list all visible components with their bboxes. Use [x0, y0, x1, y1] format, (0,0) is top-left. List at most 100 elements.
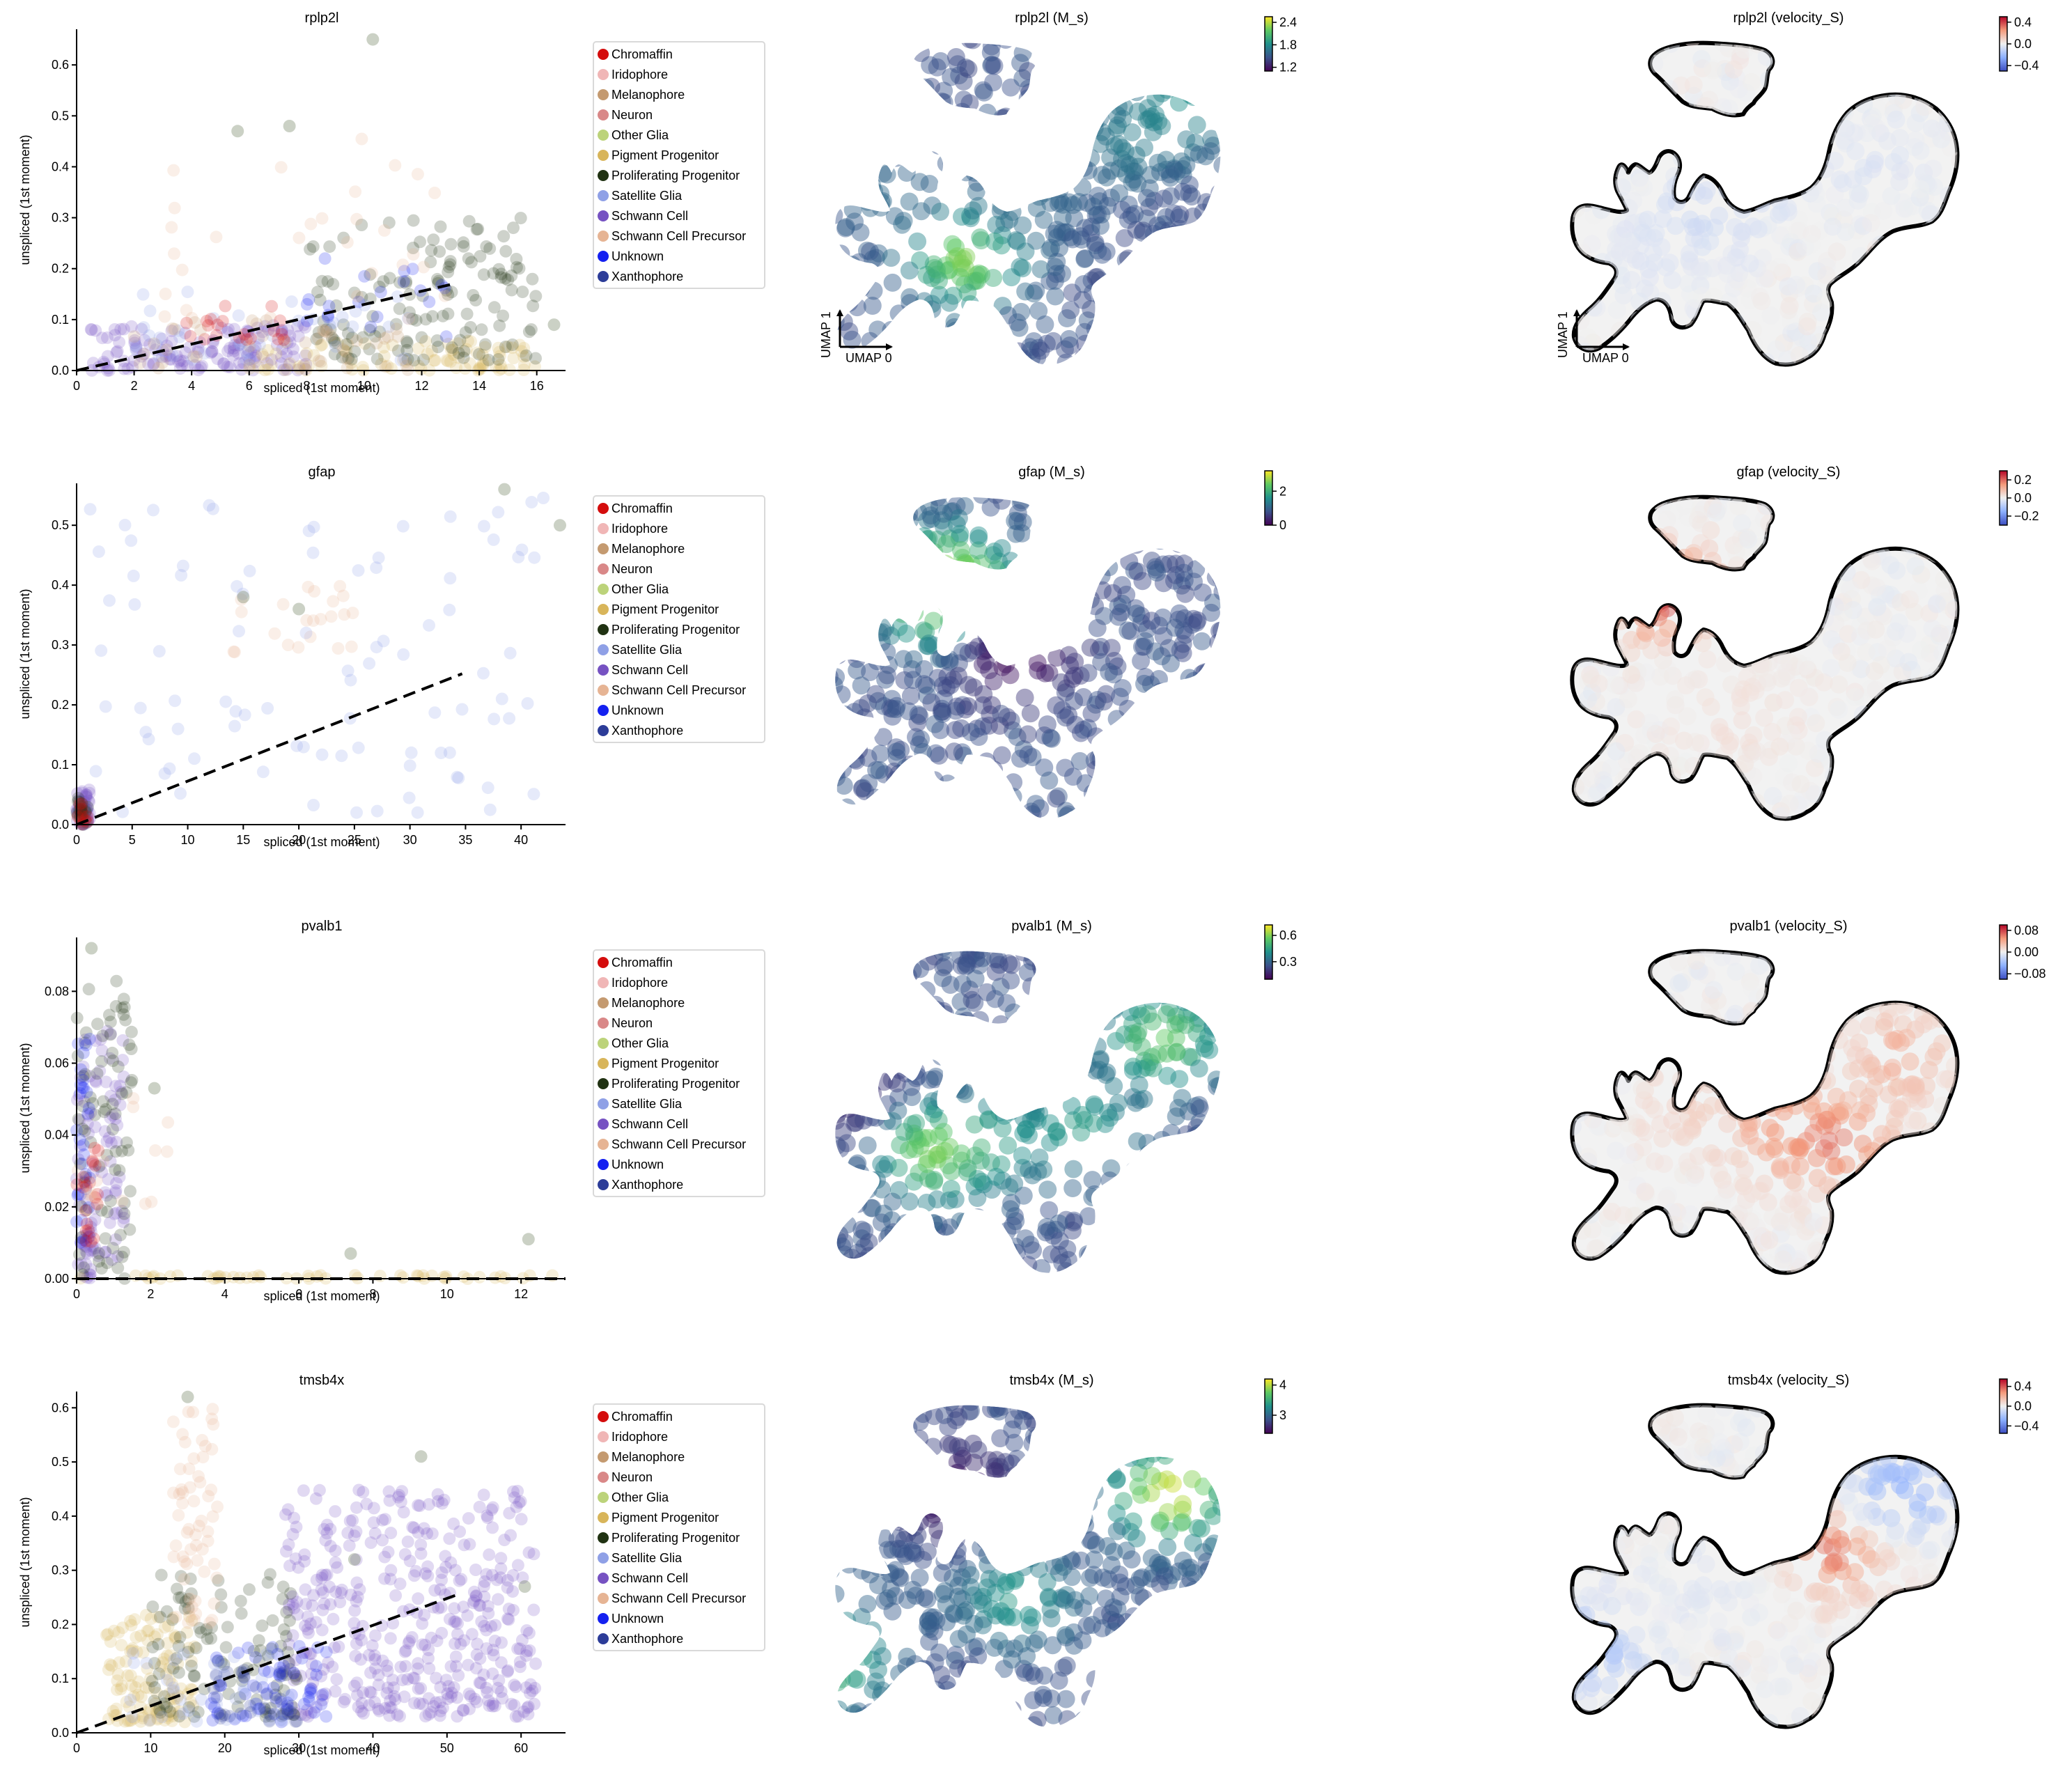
cell-point — [1759, 216, 1777, 235]
cell-point — [1035, 556, 1054, 575]
data-point — [75, 1236, 88, 1249]
cell-point — [954, 249, 972, 268]
data-point — [93, 1064, 107, 1077]
colorbar-tick-label: 0 — [1279, 518, 1286, 532]
cell-point — [1035, 614, 1054, 632]
data-point — [432, 274, 445, 288]
data-point — [397, 275, 410, 288]
cell-point — [873, 45, 891, 64]
cell-point — [976, 319, 995, 338]
y-tick-label: 0.4 — [52, 1509, 69, 1523]
data-point — [399, 355, 412, 368]
data-point — [220, 1713, 233, 1727]
data-point — [442, 1692, 454, 1705]
cell-point — [959, 806, 978, 819]
cell-point — [1630, 169, 1649, 187]
data-point — [260, 314, 273, 327]
cell-point — [1015, 103, 1034, 122]
data-point — [82, 983, 95, 996]
data-point — [283, 1598, 296, 1611]
cell-point — [851, 223, 870, 242]
cell-point — [1785, 497, 1804, 501]
cell-point — [1741, 745, 1760, 763]
data-point — [281, 336, 294, 350]
data-point — [300, 347, 313, 360]
cell-point — [1138, 99, 1157, 118]
cell-point — [1778, 75, 1797, 93]
data-point — [384, 1527, 398, 1540]
data-point — [106, 1098, 119, 1111]
data-point — [318, 1522, 331, 1536]
legend-marker — [598, 1098, 609, 1109]
cell-point — [1125, 42, 1144, 59]
cell-point — [1194, 282, 1213, 301]
legend-label: Pigment Progenitor — [611, 602, 719, 616]
data-point — [117, 1215, 130, 1229]
cell-point — [1785, 609, 1804, 628]
cell-point — [1789, 721, 1808, 740]
data-point — [314, 355, 327, 368]
cell-point — [863, 55, 882, 74]
data-point — [75, 800, 88, 813]
cell-point — [1012, 134, 1031, 153]
data-point — [74, 1078, 87, 1091]
data-point — [125, 1076, 138, 1089]
cell-point — [875, 696, 894, 715]
data-point — [89, 1075, 102, 1089]
cell-point — [1132, 614, 1151, 632]
cell-point — [1894, 749, 1912, 768]
x-tick-label: 50 — [440, 1741, 454, 1755]
cell-point — [1201, 65, 1219, 84]
cell-point — [1179, 509, 1197, 528]
data-point — [226, 349, 240, 362]
data-point — [295, 1708, 307, 1721]
cell-point — [1768, 621, 1787, 639]
cell-point — [1174, 745, 1193, 764]
cell-point — [1034, 539, 1052, 557]
data-point — [170, 1652, 183, 1665]
data-point — [274, 161, 288, 174]
cell-point — [1057, 679, 1075, 698]
cell-point — [1186, 328, 1205, 347]
legend-label: Neuron — [611, 562, 653, 576]
cell-point — [952, 258, 971, 277]
data-point — [110, 1176, 123, 1190]
cell-point — [1792, 517, 1811, 536]
cell-point — [915, 660, 933, 678]
data-point — [287, 1708, 300, 1721]
cell-point — [1940, 350, 1958, 365]
colorbar-tick-label: 1.2 — [1279, 61, 1297, 75]
cell-point — [840, 43, 859, 62]
cell-point — [878, 117, 896, 135]
cell-point — [855, 540, 873, 559]
cell-point — [1148, 153, 1167, 172]
cell-point — [1772, 203, 1791, 221]
cell-point — [1180, 740, 1199, 759]
cell-point — [1802, 224, 1821, 243]
cell-point — [1911, 180, 1930, 198]
data-point — [263, 1568, 276, 1581]
cell-point — [978, 351, 997, 365]
cell-point — [1839, 625, 1857, 644]
data-point — [276, 343, 289, 356]
cell-point — [887, 738, 905, 757]
cell-point — [1728, 805, 1747, 819]
cell-point — [918, 545, 937, 563]
legend-box — [593, 41, 765, 289]
cell-point — [1922, 130, 1940, 148]
cell-point — [1580, 158, 1598, 176]
data-point — [158, 310, 171, 323]
data-point — [243, 359, 256, 371]
cell-point — [1008, 155, 1027, 174]
cell-point — [1137, 209, 1156, 228]
data-point — [202, 1490, 215, 1503]
data-point — [499, 341, 512, 353]
data-point — [152, 1611, 165, 1624]
data-point — [403, 306, 416, 319]
cell-point — [1174, 563, 1193, 582]
x-tick-label: 8 — [369, 1287, 376, 1301]
data-point — [363, 657, 376, 670]
cell-point — [1087, 43, 1105, 62]
data-point — [492, 1593, 505, 1606]
data-point — [480, 1623, 493, 1637]
